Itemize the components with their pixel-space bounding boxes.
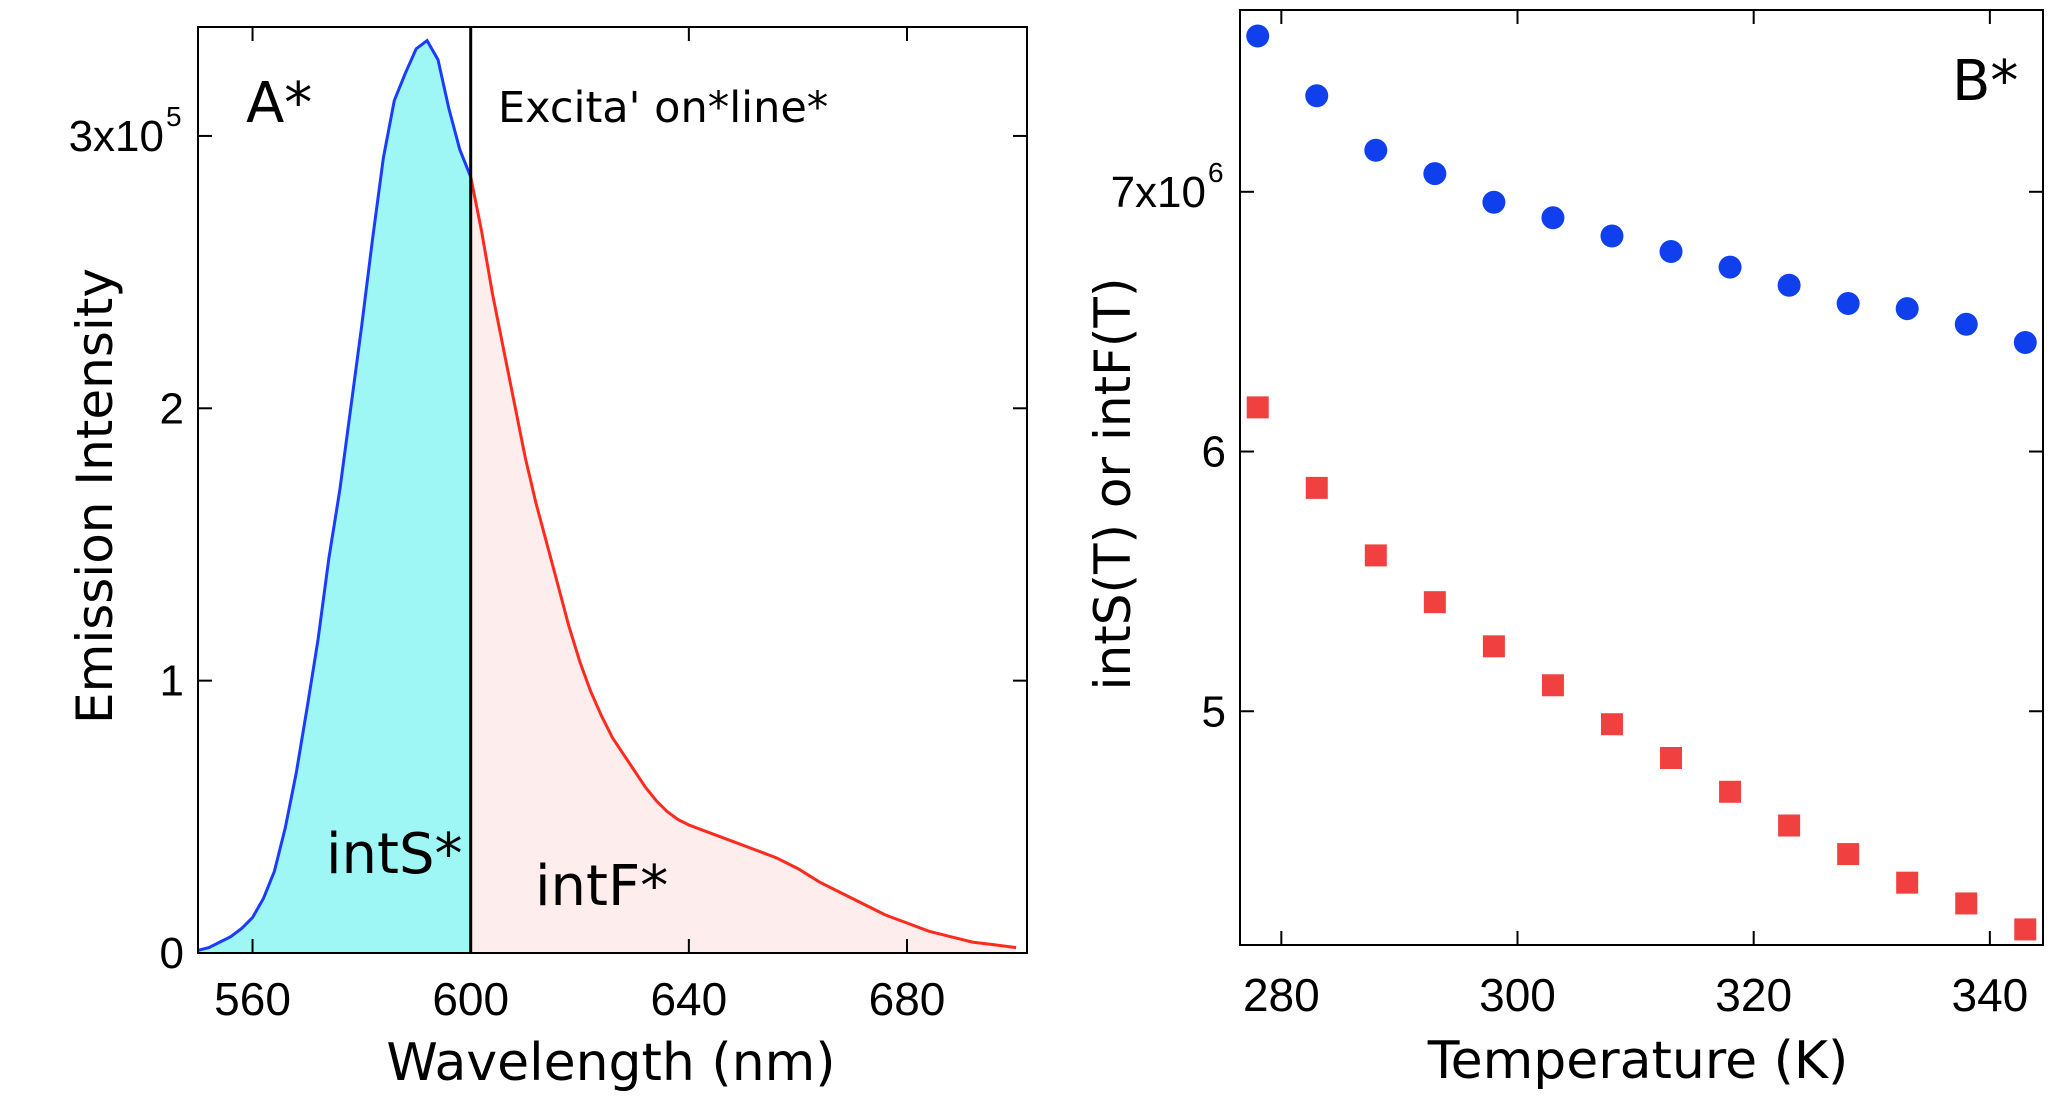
panel-b-points (1246, 24, 2037, 941)
intf-point (1660, 747, 1683, 769)
panel-b-y-tick-label: 6 (1202, 428, 1226, 477)
intf-point (1482, 635, 1505, 658)
ints-point (1777, 273, 1801, 297)
ints-point (1541, 206, 1565, 230)
intf-point (1541, 674, 1564, 697)
panel-b-y-tick-label: 7x10 (1111, 168, 1206, 217)
intf-point (1719, 780, 1742, 803)
ints-point (1895, 297, 1919, 321)
intf-point (1600, 713, 1623, 736)
ints-point (1423, 162, 1447, 186)
panel-b-x-tick-label: 320 (1715, 969, 1792, 1021)
panel-a-x-axis-label: Wavelength (nm) (386, 1033, 835, 1093)
panel-a-y-tick-label: 1 (160, 657, 184, 706)
panel-b-y-tick-label: 5 (1202, 687, 1226, 736)
panel-b-frame (1239, 9, 2044, 946)
panel-b-x-axis-label: Temperature (K) (1427, 1031, 1849, 1091)
panel-a-y-tick-label: 3x10 (69, 112, 164, 161)
panel-a-x-tick-label: 600 (432, 973, 509, 1025)
panel-a-y-tick-label: 2 (160, 384, 184, 433)
panel-a: 560 600 640 680 0 1 2 3x10 5 A* Excita' on*line*… (66, 26, 1028, 1093)
panel-a-frame (197, 26, 1028, 954)
intf-point (1778, 814, 1801, 837)
intf-curve (469, 176, 1017, 950)
panel-b-x-tick-label: 300 (1479, 969, 1556, 1021)
ints-point (1600, 224, 1624, 248)
excitation-label: Excita' on*line* (498, 83, 828, 133)
panel-b-y-axis-label: intS(T) or intF(T) (1084, 278, 1142, 691)
ints-point (1954, 312, 1978, 336)
intf-point (1955, 892, 1978, 915)
intf-area-fill (470, 176, 1017, 954)
ints-point (1246, 24, 1270, 48)
panel-a-x-tick-label: 560 (214, 973, 291, 1025)
intf-point (1246, 396, 1269, 419)
ints-point (1659, 240, 1683, 264)
ints-point (1836, 291, 1860, 315)
ints-point (1482, 190, 1506, 214)
intf-point (1423, 591, 1446, 614)
panel-a-y-exponent: 5 (166, 101, 182, 132)
panel-a-y-tick-label: 0 (160, 929, 184, 978)
panel-a-x-tick-label: 680 (869, 973, 946, 1025)
panel-a-y-axis-label: Emission Intensity (66, 268, 124, 724)
intf-point (1896, 871, 1919, 894)
ints-area-fill (198, 40, 471, 954)
panel-a-ticks: 560 600 640 680 0 1 2 3x10 5 (69, 27, 1027, 1025)
ints-point (1718, 255, 1742, 279)
panel-b-x-tick-label: 340 (1951, 969, 2028, 1021)
panel-a-x-tick-label: 640 (650, 973, 727, 1025)
ints-region-label: intS* (326, 822, 463, 887)
intf-point (1364, 544, 1387, 567)
panel-a-label: A* (246, 71, 312, 136)
panel-b-y-exponent: 6 (1208, 157, 1224, 188)
ints-point (1364, 138, 1388, 162)
panel-b-x-tick-label: 280 (1243, 969, 1320, 1021)
ints-point (1305, 84, 1329, 108)
ints-curve (197, 38, 473, 952)
panel-b-label: B* (1952, 49, 2018, 114)
intf-point (2014, 918, 2037, 941)
ints-point (2013, 330, 2037, 354)
intf-point (1837, 843, 1860, 866)
intf-region-label: intF* (535, 854, 668, 919)
intf-point (1305, 476, 1328, 499)
